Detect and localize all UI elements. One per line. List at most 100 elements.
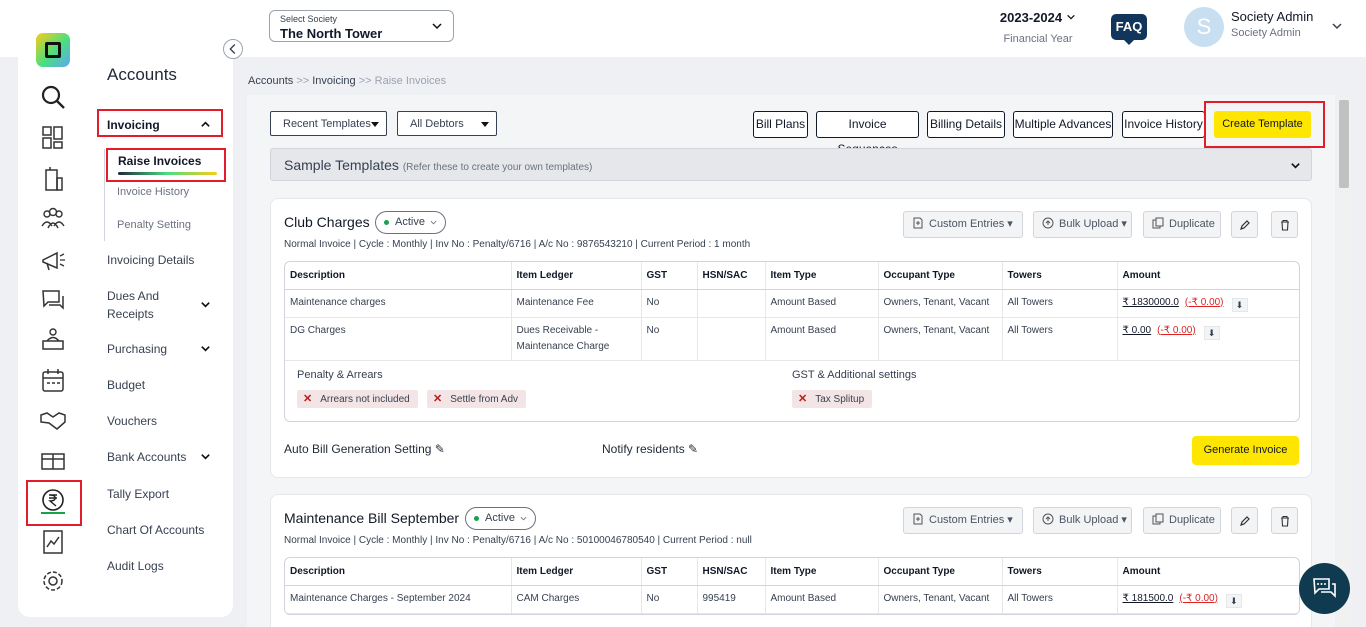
- chevron-down-icon[interactable]: [1331, 20, 1343, 32]
- calendar-icon[interactable]: [39, 368, 67, 394]
- settings-icon[interactable]: [39, 568, 67, 594]
- handshake-icon[interactable]: [39, 407, 67, 433]
- duplicate-button[interactable]: Duplicate: [1143, 507, 1221, 534]
- chevron-down-icon[interactable]: [200, 343, 211, 354]
- edit-button[interactable]: [1231, 211, 1258, 238]
- collapse-sidebar-button[interactable]: [223, 39, 243, 59]
- column-header: Towers: [1002, 262, 1118, 290]
- society-select[interactable]: Select Society The North Tower: [269, 10, 454, 42]
- adjustment-link[interactable]: (-₹ 0.00): [1157, 324, 1196, 336]
- sidebar-item-invoicing[interactable]: Invoicing: [97, 109, 223, 137]
- sample-templates-accordion[interactable]: Sample Templates (Refer these to create …: [270, 148, 1312, 181]
- column-header: Amount: [1117, 558, 1299, 586]
- adjustment-link[interactable]: (-₹ 0.00): [1179, 592, 1218, 604]
- chevron-down-icon[interactable]: [200, 451, 211, 462]
- sidebar-item-audit-logs[interactable]: Audit Logs: [107, 559, 164, 573]
- generate-invoice-button[interactable]: Generate Invoice: [1192, 436, 1299, 465]
- invoice-sequences-button[interactable]: Invoice Sequences: [816, 111, 919, 156]
- bulk-upload-button[interactable]: Bulk Upload ▾: [1033, 507, 1132, 534]
- avatar[interactable]: S: [1184, 7, 1224, 47]
- duplicate-button[interactable]: Duplicate: [1143, 211, 1221, 238]
- upload-icon: [1042, 513, 1054, 525]
- cell-towers: All Towers: [1002, 585, 1118, 614]
- cell-ledger: Dues Receivable - Maintenance Charge: [511, 317, 642, 361]
- sidebar-item-invoicing-details[interactable]: Invoicing Details: [107, 253, 195, 267]
- dashboard-icon[interactable]: [39, 125, 67, 151]
- download-icon[interactable]: ⬇: [1231, 297, 1248, 312]
- sidebar-item-purchasing[interactable]: Purchasing: [107, 342, 168, 356]
- setting-chip: ✕ Tax Splitup: [792, 389, 873, 408]
- status-dropdown[interactable]: Active: [465, 507, 536, 530]
- setting-chip: ✕ Settle from Adv: [427, 389, 527, 408]
- sample-templates-hint: (Refer these to create your own template…: [402, 162, 593, 173]
- pencil-icon: [1240, 516, 1250, 526]
- ledger-line: Maintenance Charge: [516, 340, 610, 352]
- cell-towers: All Towers: [1002, 289, 1118, 318]
- breadcrumb-separator: >>: [296, 75, 310, 87]
- search-icon[interactable]: [39, 84, 67, 110]
- download-icon[interactable]: ⬇: [1225, 593, 1242, 608]
- members-icon[interactable]: [39, 206, 67, 232]
- template-meta: Normal Invoice | Cycle : Monthly | Inv N…: [284, 239, 751, 250]
- sidebar-item-vouchers[interactable]: Vouchers: [107, 414, 158, 428]
- delete-button[interactable]: [1271, 211, 1298, 238]
- pencil-icon: ✎: [688, 442, 699, 456]
- edit-button[interactable]: [1231, 507, 1258, 534]
- rupee-icon[interactable]: [39, 488, 67, 514]
- multiple-advances-button[interactable]: Multiple Advances: [1013, 111, 1113, 138]
- chip-label: Settle from Adv: [450, 393, 519, 405]
- auto-bill-setting-link[interactable]: Auto Bill Generation Setting ✎: [284, 442, 445, 456]
- report-icon[interactable]: [39, 529, 67, 555]
- bill-plans-button[interactable]: Bill Plans: [753, 111, 808, 138]
- amount-link[interactable]: ₹ 181500.0: [1122, 592, 1174, 604]
- sidebar-item-tally-export[interactable]: Tally Export: [107, 487, 170, 501]
- sidebar-subitem-label: Raise Invoices: [118, 154, 202, 168]
- create-template-button[interactable]: Create Template: [1214, 111, 1311, 138]
- cell-hsn: [697, 317, 766, 361]
- recent-templates-dropdown[interactable]: Recent Templates: [270, 111, 387, 136]
- amount-link[interactable]: ₹ 0.00: [1122, 324, 1152, 336]
- notify-residents-link[interactable]: Notify residents ✎: [602, 442, 698, 456]
- scrollbar-thumb[interactable]: [1339, 100, 1349, 188]
- sidebar-subitem-raise-invoices[interactable]: Raise Invoices: [106, 148, 226, 182]
- cell-ledger: CAM Charges: [511, 585, 642, 614]
- building-icon[interactable]: [39, 166, 67, 192]
- button-label: Duplicate: [1169, 218, 1215, 230]
- amount-link[interactable]: ₹ 1830000.0: [1122, 296, 1179, 308]
- download-icon[interactable]: ⬇: [1203, 325, 1220, 340]
- ticket-icon[interactable]: [39, 448, 67, 474]
- trash-icon: [1281, 515, 1289, 527]
- app-logo[interactable]: [36, 33, 70, 67]
- billing-details-button[interactable]: Billing Details: [927, 111, 1005, 138]
- scrollbar[interactable]: [1337, 95, 1351, 627]
- cross-icon: ✕: [433, 392, 443, 405]
- sidebar-item-chart-of-accounts[interactable]: Chart Of Accounts: [107, 523, 205, 537]
- breadcrumb-invoicing[interactable]: Invoicing: [312, 75, 356, 87]
- template-title: Maintenance Bill September: [284, 510, 460, 526]
- adjustment-link[interactable]: (-₹ 0.00): [1184, 296, 1224, 308]
- chat-icon[interactable]: [39, 287, 67, 313]
- status-dropdown[interactable]: Active: [375, 211, 446, 234]
- cell-occupant: Owners, Tenant, Vacant: [878, 585, 1003, 614]
- sidebar-subitem-penalty-setting[interactable]: Penalty Setting: [117, 219, 191, 231]
- trash-icon: [1281, 219, 1289, 231]
- financial-year-select[interactable]: 2023-2024 Financial Year: [990, 10, 1086, 45]
- sidebar-item-dues-receipts[interactable]: Dues And Receipts: [107, 289, 159, 321]
- delete-button[interactable]: [1271, 507, 1298, 534]
- all-debtors-dropdown[interactable]: All Debtors: [397, 111, 497, 136]
- chevron-down-icon[interactable]: [200, 299, 211, 310]
- invoice-history-button[interactable]: Invoice History: [1122, 111, 1205, 138]
- announcement-icon[interactable]: [39, 248, 67, 274]
- sidebar-item-bank-accounts[interactable]: Bank Accounts: [107, 450, 187, 464]
- sample-templates-title: Sample Templates: [284, 157, 399, 173]
- bulk-upload-button[interactable]: Bulk Upload ▾: [1033, 211, 1132, 238]
- services-icon[interactable]: [39, 327, 67, 353]
- template-meta: Normal Invoice | Cycle : Monthly | Inv N…: [284, 535, 752, 546]
- breadcrumb-accounts[interactable]: Accounts: [248, 75, 294, 87]
- sidebar-item-budget[interactable]: Budget: [107, 378, 146, 392]
- custom-entries-button[interactable]: Custom Entries ▾: [903, 211, 1023, 238]
- sidebar-subitem-invoice-history[interactable]: Invoice History: [117, 186, 190, 198]
- custom-entries-button[interactable]: Custom Entries ▾: [903, 507, 1023, 534]
- faq-button[interactable]: FAQ: [1111, 14, 1147, 45]
- chat-support-button[interactable]: [1299, 563, 1350, 614]
